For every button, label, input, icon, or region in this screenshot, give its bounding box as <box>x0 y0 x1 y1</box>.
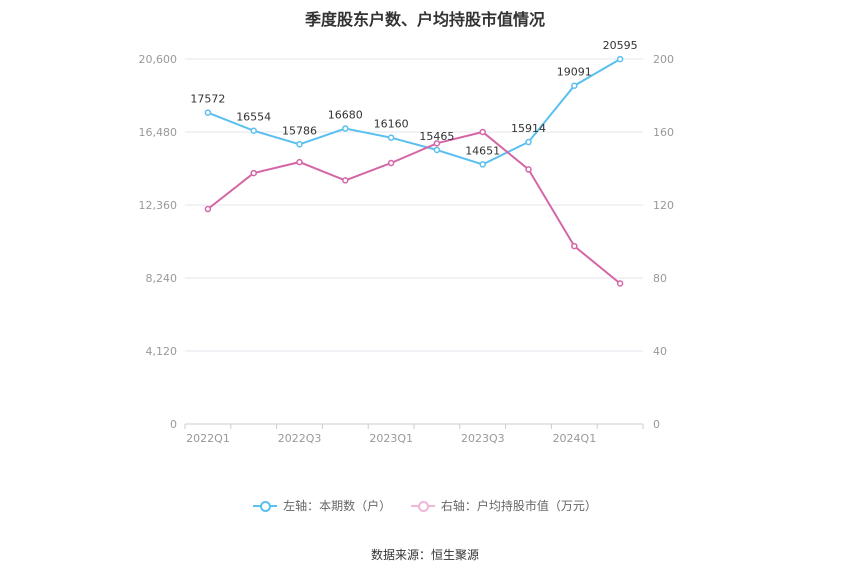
market-value-point <box>204 205 212 213</box>
right-axis-ticks: 0 40 80 120 160 200 <box>653 53 674 431</box>
market-value-point <box>525 166 532 173</box>
data-label: 16554 <box>236 111 271 124</box>
market-value-point <box>250 169 257 177</box>
legend-item-market-value[interactable]: 右轴：户均持股市值（万元） <box>410 497 597 514</box>
legend-label-households: 左轴：本期数（户） <box>283 499 392 513</box>
legend-marker-households <box>253 500 278 512</box>
market-value-point <box>479 128 486 136</box>
x-tick-label: 2024Q1 <box>553 432 597 445</box>
series-layer <box>204 55 624 287</box>
right-tick-label: 40 <box>653 345 667 358</box>
market-value-point <box>571 242 578 250</box>
households-point <box>387 134 395 141</box>
data-label: 19091 <box>557 66 592 79</box>
data-label: 16680 <box>328 108 363 121</box>
right-tick-label: 160 <box>653 126 674 139</box>
chart-title: 季度股东户数、户均持股市值情况 <box>304 10 545 29</box>
series-line-households <box>207 58 621 166</box>
left-tick-label: 16,480 <box>139 126 178 139</box>
households-point <box>342 125 349 132</box>
data-label: 20595 <box>603 39 638 52</box>
grid-lines <box>185 58 643 352</box>
households-point <box>616 55 624 63</box>
legend-item-households[interactable]: 左轴：本期数（户） <box>253 497 391 514</box>
data-label: 15465 <box>419 130 454 143</box>
data-label: 14651 <box>465 144 500 157</box>
left-tick-label: 0 <box>170 418 177 431</box>
data-label: 15914 <box>511 122 546 135</box>
market-value-point <box>342 177 349 184</box>
left-tick-label: 12,360 <box>139 199 178 212</box>
x-tick-label: 2022Q3 <box>278 432 322 445</box>
data-label: 15786 <box>282 124 317 137</box>
right-tick-label: 80 <box>653 272 667 285</box>
left-tick-label: 8,240 <box>146 272 178 285</box>
series-line-market-value <box>207 130 621 285</box>
market-value-point <box>616 280 624 287</box>
x-tick-label: 2023Q1 <box>369 432 413 445</box>
left-axis-ticks: 0 4,120 8,240 12,360 16,480 20,600 <box>139 53 178 431</box>
market-value-point <box>387 159 395 167</box>
right-tick-label: 200 <box>653 53 674 66</box>
legend-marker-market-value <box>410 500 435 512</box>
data-label: 16160 <box>374 118 409 131</box>
data-label: 17572 <box>190 93 225 106</box>
right-tick-label: 120 <box>653 199 674 212</box>
households-point <box>296 141 303 148</box>
x-tick-label: 2023Q3 <box>461 432 505 445</box>
households-point <box>571 82 578 89</box>
x-tick-label: 2022Q1 <box>186 432 230 445</box>
x-axis: 2022Q1 2022Q3 2023Q1 2023Q3 2024Q1 <box>184 423 644 445</box>
households-point <box>250 127 257 134</box>
market-value-point <box>433 140 441 147</box>
legend: 左轴：本期数（户） 右轴：户均持股市值（万元） <box>0 497 850 515</box>
data-source: 数据来源：恒生聚源 <box>370 548 479 562</box>
households-point <box>479 161 486 168</box>
market-value-point <box>296 158 303 166</box>
legend-label-market-value: 右轴：户均持股市值（万元） <box>440 499 597 513</box>
households-point <box>204 109 212 116</box>
left-tick-label: 4,120 <box>146 345 178 358</box>
households-point <box>433 146 441 154</box>
data-labels: 17572 16554 15786 16680 16160 15465 14651 15914… <box>190 39 637 157</box>
households-point <box>525 138 532 146</box>
left-tick-label: 20,600 <box>139 53 178 66</box>
right-tick-label: 0 <box>653 418 660 431</box>
